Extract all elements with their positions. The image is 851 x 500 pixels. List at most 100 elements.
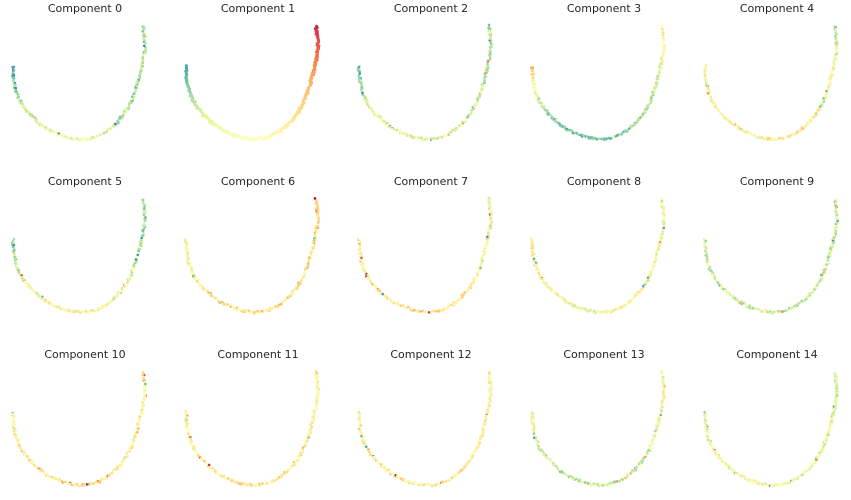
- scatter-point: [14, 84, 17, 87]
- scatter-point: [128, 450, 132, 453]
- scatter-point: [557, 469, 560, 472]
- scatter-point: [631, 124, 635, 127]
- scatter-point: [115, 465, 119, 468]
- scatter-point: [309, 427, 312, 431]
- scatter-point: [647, 448, 651, 452]
- scatter-point: [487, 23, 491, 27]
- scatter-point: [648, 273, 651, 277]
- scatter-point: [468, 459, 471, 463]
- scatter-point: [44, 298, 48, 302]
- panel-title: Component 10: [44, 348, 125, 361]
- scatter-point: [11, 65, 14, 69]
- scatter-point: [250, 310, 253, 314]
- scatter-point: [531, 417, 535, 420]
- scatter-point: [479, 266, 482, 270]
- scatter-point: [834, 407, 837, 411]
- scatter-point: [651, 268, 654, 272]
- scatter-point: [714, 104, 718, 108]
- scatter-point: [715, 453, 719, 456]
- scatter-point: [60, 133, 63, 136]
- scatter-point: [817, 457, 820, 460]
- scatter-point: [190, 442, 193, 445]
- scatter-point: [783, 137, 787, 140]
- scatter-point: [824, 435, 828, 439]
- scatter-point: [833, 371, 837, 374]
- scatter-point: [530, 421, 533, 424]
- scatter-point: [13, 259, 17, 262]
- scatter-point: [662, 387, 666, 390]
- scatter-point: [316, 204, 319, 207]
- scatter-point: [127, 105, 131, 108]
- scatter-point: [618, 479, 621, 483]
- scatter-point: [716, 282, 720, 285]
- scatter-point: [222, 303, 225, 306]
- scatter-point: [135, 428, 138, 431]
- scatter-point: [609, 310, 613, 314]
- scatter-point: [313, 197, 317, 200]
- scatter-point: [413, 308, 416, 312]
- scatter-point: [822, 97, 825, 100]
- scatter-point: [661, 379, 664, 382]
- scatter-point: [299, 282, 302, 285]
- scatter-point: [93, 480, 97, 484]
- scatter-point: [141, 201, 145, 204]
- panel-title: Component 3: [567, 2, 641, 15]
- scatter-point: [427, 137, 431, 140]
- scatter-point: [708, 93, 711, 96]
- scatter-point: [135, 260, 138, 264]
- scatter-point: [798, 301, 801, 305]
- scatter-point: [392, 127, 395, 130]
- scatter-point: [193, 446, 196, 449]
- scatter-point: [184, 64, 188, 68]
- scatter-point: [141, 25, 144, 28]
- scatter-point: [662, 40, 666, 43]
- scatter-point: [487, 59, 490, 63]
- scatter-point: [740, 300, 743, 303]
- scatter-point: [826, 91, 829, 95]
- scatter-point: [279, 302, 282, 306]
- scatter-point: [100, 477, 103, 481]
- scatter-point: [754, 479, 757, 483]
- scatter-point: [22, 106, 26, 110]
- scatter-point: [454, 126, 458, 130]
- scatter-point: [661, 398, 665, 402]
- scatter-point: [69, 310, 72, 313]
- scatter-point: [831, 73, 834, 77]
- scatter-point: [101, 479, 104, 482]
- scatter-point: [43, 471, 47, 474]
- scatter-point: [487, 404, 491, 408]
- scatter-point: [827, 89, 830, 92]
- scatter-point: [642, 284, 645, 288]
- scatter-point: [488, 374, 491, 377]
- scatter-point: [421, 484, 424, 488]
- scatter-point: [258, 482, 261, 485]
- scatter-point: [106, 128, 109, 131]
- scatter-point: [530, 250, 534, 254]
- scatter-point: [717, 109, 721, 113]
- scatter-point: [530, 415, 533, 419]
- scatter-point: [31, 115, 35, 118]
- scatter-point: [566, 129, 569, 132]
- scatter-point: [834, 204, 837, 207]
- scatter-point: [361, 93, 365, 97]
- scatter-point: [304, 269, 307, 273]
- scatter-point: [710, 273, 714, 276]
- scatter-point: [486, 406, 490, 410]
- scatter-point: [587, 310, 590, 313]
- scatter-point: [766, 484, 769, 487]
- scatter-point: [649, 447, 652, 451]
- scatter-point: [271, 307, 274, 311]
- scatter-point: [487, 371, 491, 375]
- scatter-point: [751, 481, 755, 484]
- scatter-point: [658, 417, 662, 420]
- panel-component-5: Component 5: [10, 175, 148, 315]
- scatter-point: [488, 387, 491, 390]
- scatter-point: [142, 210, 145, 214]
- scatter-point: [186, 253, 190, 257]
- scatter-point: [450, 476, 454, 479]
- scatter-point: [534, 265, 538, 268]
- scatter-point: [12, 77, 16, 80]
- scatter-point: [85, 483, 89, 486]
- scatter-point: [358, 72, 361, 75]
- scatter-point: [805, 469, 809, 472]
